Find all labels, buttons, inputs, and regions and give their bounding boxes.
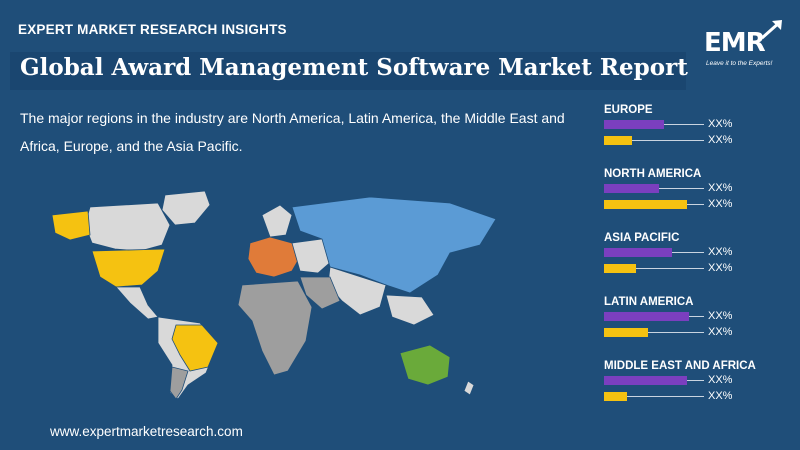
bar-track [604,396,704,397]
bar-track [604,140,704,141]
region-latin-america: LATIN AMERICA XX% XX% [604,296,794,356]
purple-bar [604,312,689,321]
emr-logo: EMR Leave it to the Experts! [700,18,790,70]
map-australia [399,344,451,386]
yellow-bar [604,136,632,145]
bar-row-yellow: XX% [604,262,794,276]
region-middle-east-africa: MIDDLE EAST AND AFRICA XX% XX% [604,360,794,420]
logo-text: EMR [704,28,766,58]
title-bar: Global Award Management Software Market … [10,52,688,90]
bar-row-purple: XX% [604,374,794,388]
map-europe [247,236,301,278]
map-southeast-asia [385,294,435,326]
page-title: Global Award Management Software Market … [20,54,688,81]
bar-row-purple: XX% [604,246,794,260]
bar-label: XX% [708,262,733,274]
bar-row-yellow: XX% [604,198,794,212]
growth-arrow-icon [761,20,782,40]
purple-bar [604,120,664,129]
bar-track [604,332,704,333]
purple-bar [604,248,672,257]
map-canada [84,202,171,252]
bar-label: XX% [708,198,733,210]
bar-track [604,268,704,269]
purple-bar [604,376,687,385]
bar-label: XX% [708,326,733,338]
bar-row-yellow: XX% [604,326,794,340]
bar-row-purple: XX% [604,118,794,132]
bar-label: XX% [708,390,733,402]
bar-row-yellow: XX% [604,390,794,404]
bar-label: XX% [708,374,733,386]
map-usa [91,248,166,288]
bar-label: XX% [708,182,733,194]
region-name: NORTH AMERICA [604,168,702,180]
top-label: EXPERT MARKET RESEARCH INSIGHTS [18,22,287,37]
yellow-bar [604,200,687,209]
region-name: LATIN AMERICA [604,296,694,308]
logo-tagline: Leave it to the Experts! [706,60,773,67]
bar-row-yellow: XX% [604,134,794,148]
world-map [51,190,497,400]
bar-label: XX% [708,134,733,146]
yellow-bar [604,264,636,273]
map-alaska [51,210,91,241]
map-greenland [161,190,211,226]
bar-label: XX% [708,246,733,258]
map-scandinavia [261,204,293,238]
map-asia-pacific [291,196,497,294]
region-north-america: NORTH AMERICA XX% XX% [604,168,794,228]
map-new-zealand [463,380,475,396]
region-europe: EUROPE XX% XX% [604,104,794,164]
region-name: EUROPE [604,104,653,116]
map-eastern-europe [291,238,335,274]
region-asia-pacific: ASIA PACIFIC XX% XX% [604,232,794,292]
map-argentina [169,366,189,400]
bar-label: XX% [708,310,733,322]
region-name: ASIA PACIFIC [604,232,680,244]
purple-bar [604,184,659,193]
website-url[interactable]: www.expertmarketresearch.com [50,424,243,439]
region-name: MIDDLE EAST AND AFRICA [604,360,756,372]
map-central-america [115,286,159,320]
map-middle-east [299,276,341,310]
intro-text: The major regions in the industry are No… [20,110,565,154]
bar-label: XX% [708,118,733,130]
bar-row-purple: XX% [604,182,794,196]
yellow-bar [604,392,627,401]
bar-row-purple: XX% [604,310,794,324]
map-africa [237,280,313,376]
map-brazil [171,324,219,372]
yellow-bar [604,328,648,337]
